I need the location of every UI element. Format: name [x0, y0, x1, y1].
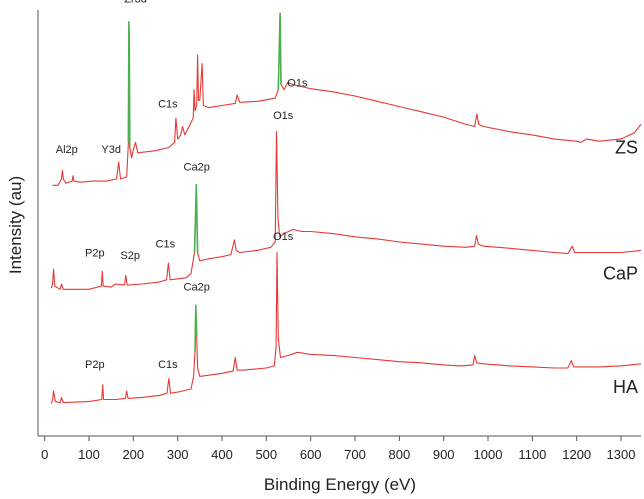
series-label-ha: HA — [613, 377, 638, 397]
peak-label-ha-p2p: P2p — [85, 359, 105, 371]
highlight-group — [127, 13, 282, 353]
peak-label-zs-c1s: C1s — [158, 99, 178, 111]
x-tick-group: 0 100 200 300 400 500 600 700 800 900 1000 1100 1200… — [41, 436, 635, 462]
peak-label-zs-y3d: Y3d — [101, 144, 121, 156]
peak-label-zs-zr3d: Zr3d — [124, 0, 147, 6]
x-tick-label-800: 800 — [389, 447, 411, 462]
x-tick-label-200: 200 — [122, 447, 144, 462]
x-tick-label-1300: 1300 — [607, 447, 636, 462]
x-tick-label-400: 400 — [211, 447, 233, 462]
peak-label-ha-c1s: C1s — [158, 359, 178, 371]
spectra-group — [50, 12, 642, 404]
highlight-peak-zs-0 — [127, 21, 131, 148]
x-tick-label-700: 700 — [344, 447, 366, 462]
series-label-zs: ZS — [615, 137, 638, 157]
peak-label-cap-p2p: P2p — [85, 248, 105, 260]
series-line-zs — [52, 12, 642, 186]
y-axis-title: Intensity (au) — [6, 176, 25, 274]
highlight-peak-zs-1 — [277, 13, 282, 90]
sample-labels-group: ZS CaP HA — [603, 137, 638, 396]
x-tick-label-1000: 1000 — [474, 447, 503, 462]
peak-label-ha-o1s: O1s — [273, 231, 294, 243]
peak-label-cap-ca2p: Ca2p — [184, 162, 210, 174]
series-label-cap: CaP — [603, 263, 638, 283]
x-axis-title: Binding Energy (eV) — [264, 475, 416, 494]
x-tick-label-1100: 1100 — [518, 447, 546, 462]
x-tick-label-500: 500 — [255, 447, 277, 462]
x-tick-label-600: 600 — [300, 447, 322, 462]
peak-label-zs-o1s: O1s — [287, 78, 308, 90]
peak-label-cap-o1s: O1s — [273, 110, 294, 122]
x-tick-label-0: 0 — [41, 447, 48, 462]
peak-label-cap-s2p: S2p — [120, 250, 140, 262]
x-tick-label-1200: 1200 — [562, 447, 591, 462]
peak-label-zs-al2p: Al2p — [56, 144, 78, 156]
x-tick-label-300: 300 — [167, 447, 189, 462]
peak-label-ha-ca2p: Ca2p — [184, 281, 210, 293]
x-tick-label-900: 900 — [433, 447, 455, 462]
peak-label-cap-c1s: C1s — [156, 238, 176, 250]
x-tick-label-100: 100 — [78, 447, 100, 462]
peak-labels-group: Al2p Y3d Zr3d C1s O1s O1s Ca2p P2p S2p C1s O1s Ca2p… — [56, 0, 308, 371]
highlight-peak-cap-2 — [193, 184, 199, 253]
series-line-ha — [50, 251, 642, 404]
highlight-peak-ha-3 — [194, 304, 198, 353]
series-line-cap — [50, 131, 642, 290]
